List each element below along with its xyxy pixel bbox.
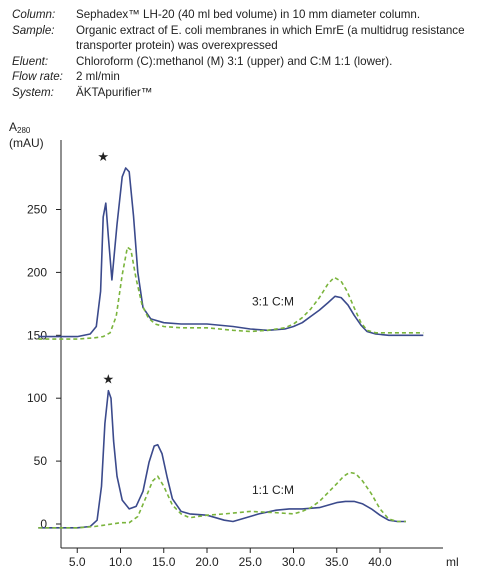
chart-axes: 0 50 100 150 200 250 5.0 10.0 15.0 20.0 25.0 30.0 35… — [27, 140, 443, 567]
sample-value: Organic extract of E. coli membranes in … — [76, 23, 465, 53]
y-axis-unit: (mAU) — [9, 136, 44, 150]
system-label: System: — [12, 85, 54, 99]
series-line-dashed-panel-2 — [38, 471, 406, 529]
system-value: ÄKTApurifier™ — [76, 85, 153, 99]
peak-marker-panel-2: ★ — [103, 373, 115, 388]
info-row-eluent: Eluent: Chloroform (C):methanol (M) 3:1 … — [12, 54, 471, 70]
y-tick-label: 200 — [27, 265, 47, 279]
x-tick-label: 10.0 — [109, 555, 133, 567]
eluent-value: Chloroform (C):methanol (M) 3:1 (upper) … — [76, 54, 393, 68]
peak-marker-panel-1: ★ — [97, 150, 109, 165]
sample-label: Sample: — [12, 23, 55, 37]
x-tick-label: 40.0 — [368, 555, 392, 567]
x-tick-label: 20.0 — [195, 555, 219, 567]
eluent-label: Eluent: — [12, 54, 49, 68]
y-tick-label: 100 — [27, 391, 47, 405]
series-line-solid-panel-1 — [38, 167, 424, 338]
panel-label-lower: 1:1 C:M — [252, 483, 294, 497]
column-value: Sephadex™ LH-20 (40 ml bed volume) in 10… — [76, 8, 421, 21]
x-tick-label: 5.0 — [69, 555, 86, 567]
x-tick-label: 25.0 — [239, 555, 263, 567]
y-tick-label: 50 — [34, 454, 48, 468]
panel-label-upper: 3:1 C:M — [252, 294, 294, 308]
x-tick-label: 30.0 — [282, 555, 306, 567]
y-tick-label: 0 — [40, 517, 47, 531]
chart-labels: A280(mAU) ml ★ ★ 3:1 C:M 1:1 C:M — [9, 120, 459, 567]
info-row-flow-rate: Flow rate: 2 ml/min — [12, 69, 471, 85]
info-row-sample: Sample: Organic extract of E. coli membr… — [12, 23, 471, 54]
x-tick-label: 15.0 — [152, 555, 176, 567]
chart-series — [38, 167, 424, 529]
x-axis-label: ml — [446, 555, 459, 567]
flow-rate-label: Flow rate: — [12, 70, 63, 84]
experiment-info: Column: Sephadex™ LH-20 (40 ml bed volum… — [12, 7, 471, 101]
y-tick-label: 150 — [27, 328, 47, 342]
info-row-column: Column: Sephadex™ LH-20 (40 ml bed volum… — [12, 7, 471, 23]
x-tick-label: 35.0 — [325, 555, 349, 567]
info-row-system: System: ÄKTApurifier™ — [12, 85, 471, 101]
y-tick-label: 250 — [27, 203, 47, 217]
series-line-solid-panel-2 — [38, 389, 406, 529]
column-label: Column: — [12, 8, 56, 21]
flow-rate-value: 2 ml/min — [76, 70, 120, 84]
y-axis-label: A280 — [9, 120, 31, 135]
